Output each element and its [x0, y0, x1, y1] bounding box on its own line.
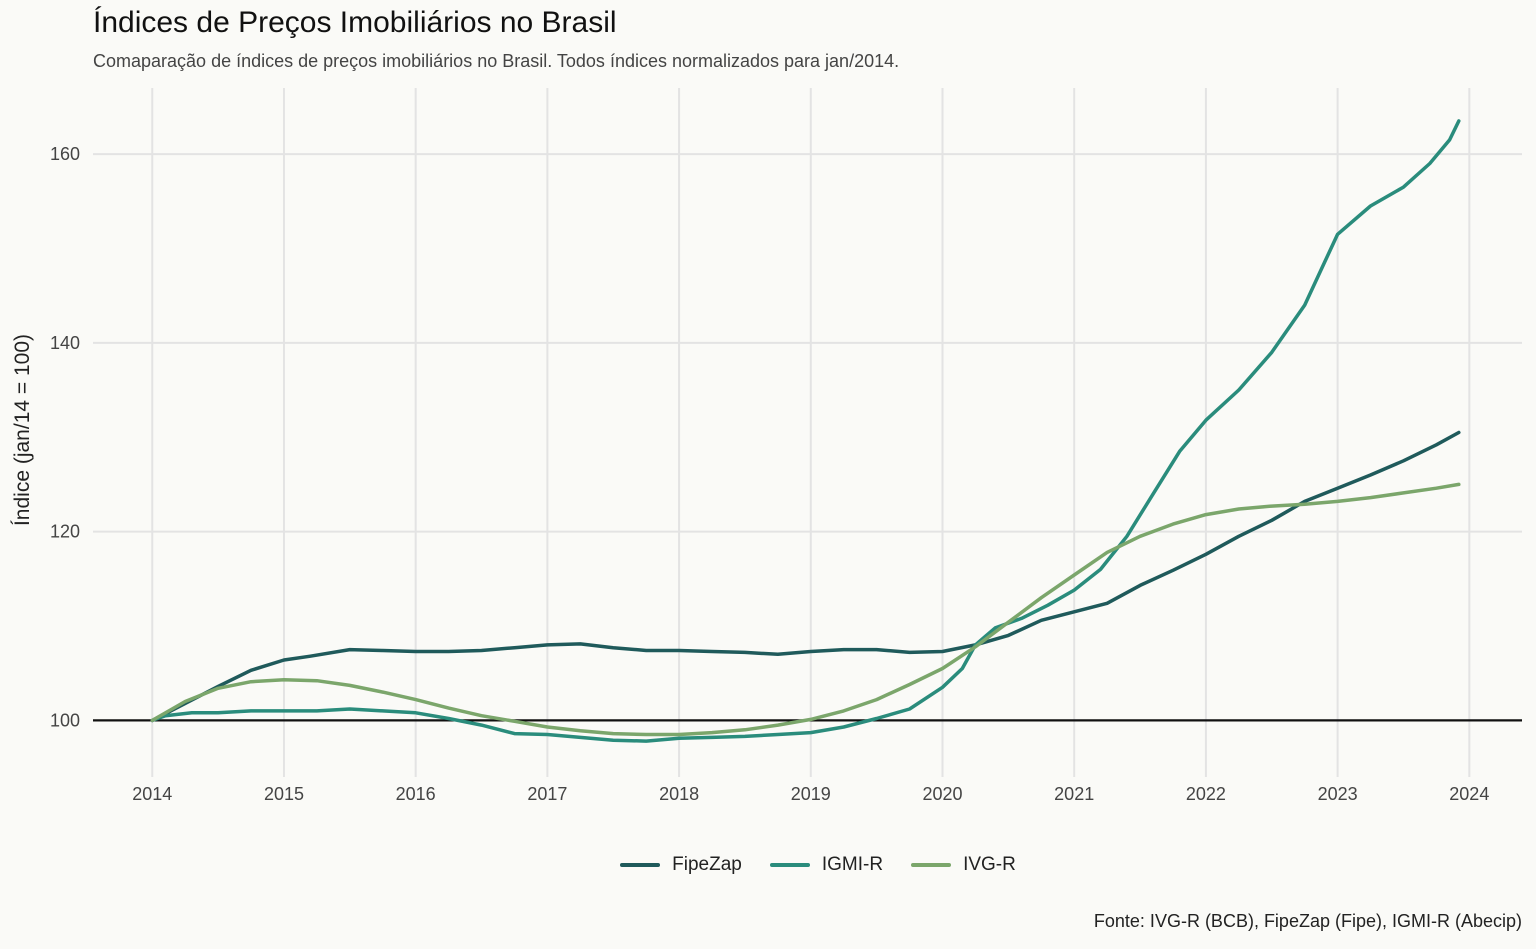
- x-tick-label: 2023: [1318, 784, 1358, 804]
- x-tick-label: 2016: [396, 784, 436, 804]
- x-tick-label: 2020: [922, 784, 962, 804]
- series-line-igmi-r: [150, 119, 1461, 743]
- x-tick-label: 2017: [527, 784, 567, 804]
- x-tick-label: 2024: [1449, 784, 1489, 804]
- legend-label: IGMI-R: [821, 854, 884, 875]
- legend-item: FipeZap: [620, 854, 742, 876]
- chart-subtitle: Comaparação de índices de preços imobili…: [93, 51, 900, 71]
- source-caption: Fonte: IVG-R (BCB), FipeZap (Fipe), IGMI…: [1093, 911, 1522, 931]
- chart-title: Índices de Preços Imobiliários no Brasil: [93, 6, 617, 39]
- y-tick-label: 100: [50, 710, 80, 730]
- legend-item: IGMI-R: [769, 854, 884, 876]
- x-tick-label: 2022: [1186, 784, 1226, 804]
- series-line-fipezap: [150, 430, 1461, 723]
- y-tick-label: 140: [50, 333, 80, 353]
- x-tick-label: 2021: [1054, 784, 1094, 804]
- legend: FipeZap IGMI-R IVG-R: [50, 854, 1536, 876]
- x-tick-label: 2018: [659, 784, 699, 804]
- grid-lines: [93, 88, 1522, 777]
- legend-key: [769, 863, 810, 867]
- legend-key: [620, 863, 661, 867]
- y-tick-label: 160: [50, 144, 80, 164]
- x-tick-label: 2014: [132, 784, 172, 804]
- legend-key: [911, 863, 952, 867]
- series-lines: [150, 119, 1461, 743]
- x-tick-label: 2019: [791, 784, 831, 804]
- legend-label: IVG-R: [963, 854, 1016, 875]
- legend-label: FipeZap: [672, 854, 742, 875]
- series-line-ivg-r: [150, 482, 1461, 737]
- x-tick-label: 2015: [264, 784, 304, 804]
- legend-item: IVG-R: [911, 854, 1016, 876]
- y-tick-label: 120: [50, 522, 80, 542]
- axis-ticks: 2014 2015 2016 2017 2018 2019 2020 2021 2022 2023…: [50, 144, 1489, 804]
